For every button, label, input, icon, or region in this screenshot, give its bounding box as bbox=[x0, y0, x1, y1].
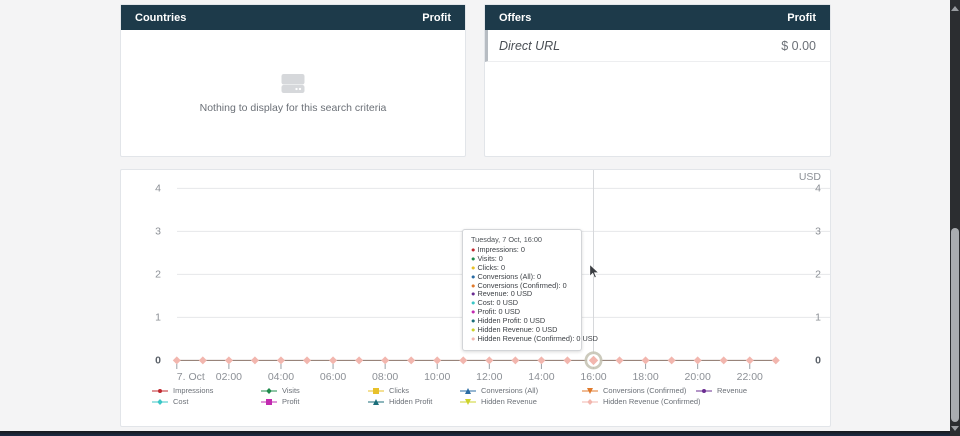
svg-text:16:00: 16:00 bbox=[580, 371, 606, 383]
svg-text:22:00: 22:00 bbox=[737, 371, 763, 383]
svg-text:1: 1 bbox=[155, 312, 161, 324]
svg-text:0: 0 bbox=[155, 355, 161, 367]
svg-text:02:00: 02:00 bbox=[216, 371, 242, 383]
svg-text:2: 2 bbox=[815, 269, 821, 281]
svg-text:1: 1 bbox=[815, 312, 821, 324]
svg-text:12:00: 12:00 bbox=[476, 371, 502, 383]
svg-text:10:00: 10:00 bbox=[424, 371, 450, 383]
svg-text:06:00: 06:00 bbox=[320, 371, 346, 383]
svg-text:14:00: 14:00 bbox=[528, 371, 554, 383]
svg-text:04:00: 04:00 bbox=[268, 371, 294, 383]
svg-text:18:00: 18:00 bbox=[632, 371, 658, 383]
svg-text:3: 3 bbox=[815, 226, 821, 238]
svg-text:7. Oct: 7. Oct bbox=[177, 371, 205, 383]
svg-text:0: 0 bbox=[815, 355, 821, 367]
svg-text:20:00: 20:00 bbox=[685, 371, 711, 383]
svg-text:08:00: 08:00 bbox=[372, 371, 398, 383]
svg-text:2: 2 bbox=[155, 269, 161, 281]
svg-text:3: 3 bbox=[155, 226, 161, 238]
